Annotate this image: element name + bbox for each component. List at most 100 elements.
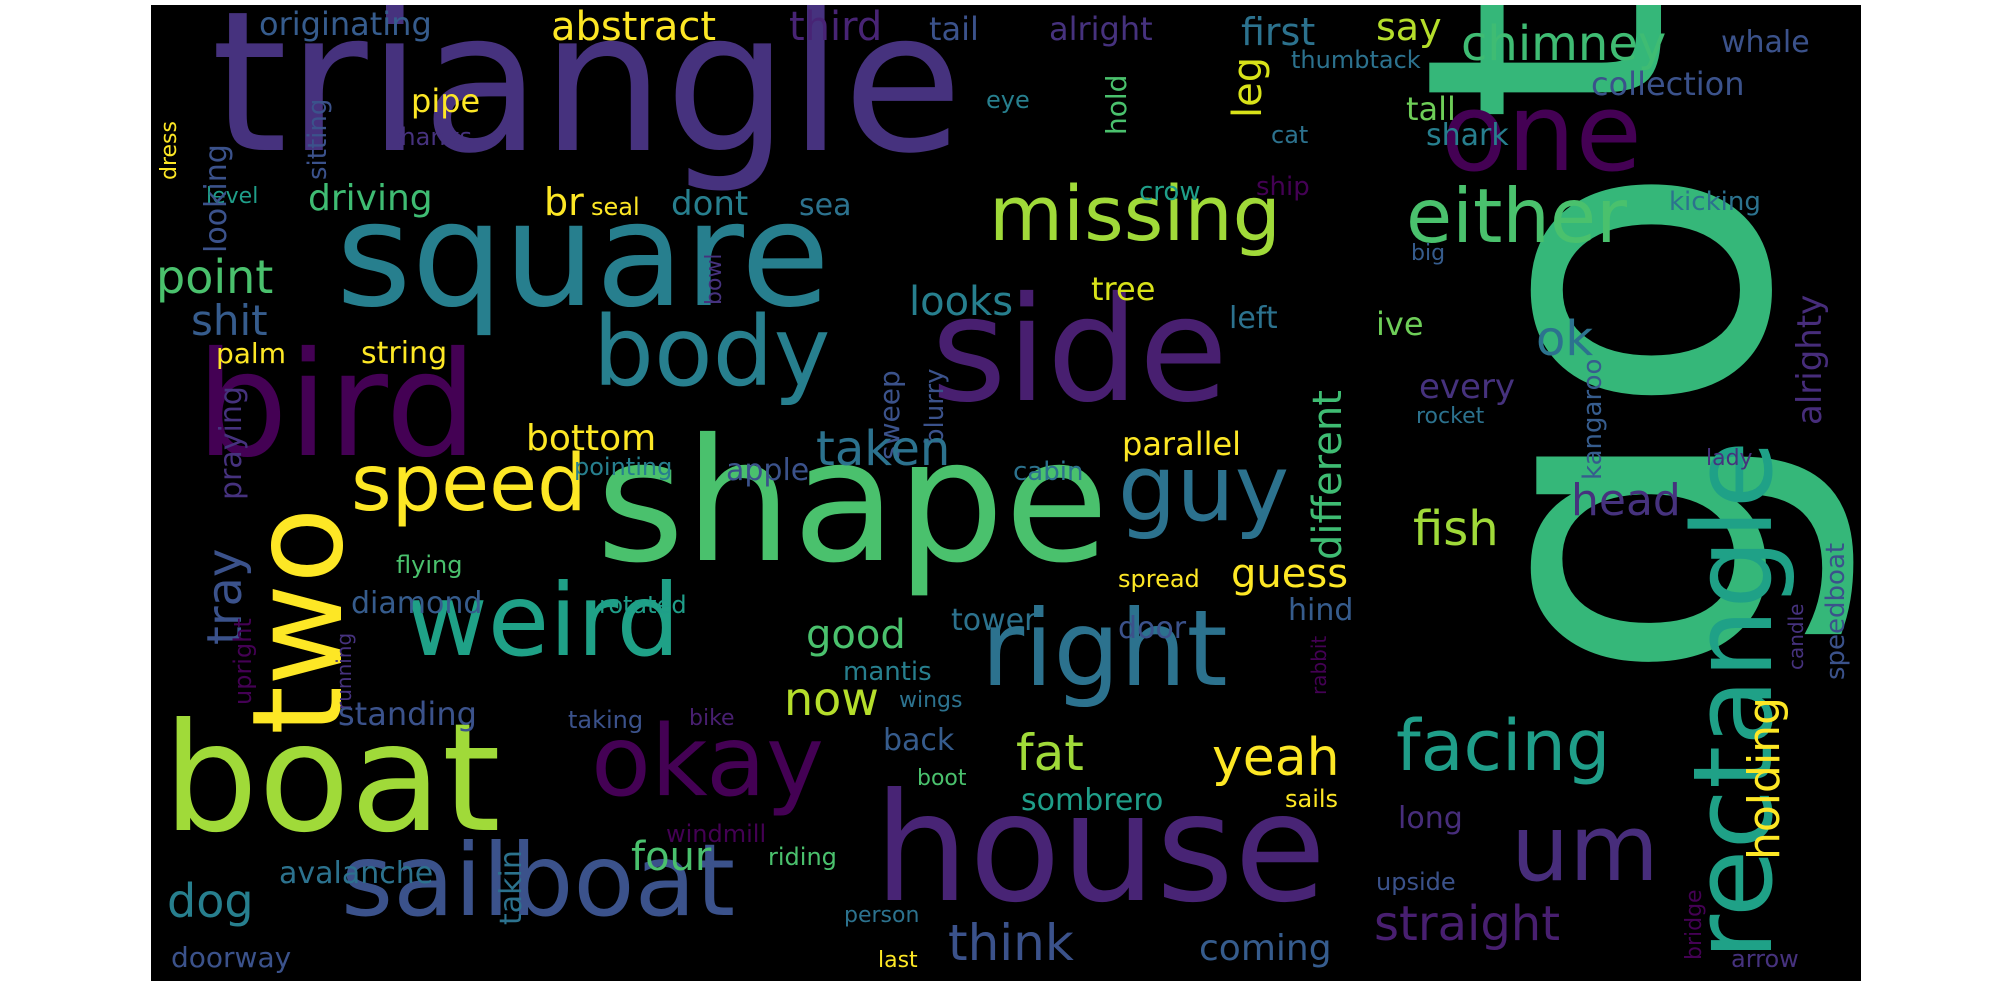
word-bird: bird (196, 321, 477, 490)
word-think: think (948, 914, 1074, 972)
word-hind: hind (1288, 593, 1353, 628)
word-now: now (784, 672, 879, 726)
word-ok: ok (1536, 311, 1593, 367)
word-tower: tower (951, 603, 1037, 638)
word-dress: dress (157, 121, 182, 180)
word-shark: shark (1426, 118, 1509, 153)
word-tall: tall (1406, 90, 1456, 128)
word-originating: originating (259, 5, 432, 43)
word-back: back (883, 723, 955, 758)
word-to: to (1355, 5, 1739, 123)
word-driving: driving (308, 178, 433, 219)
word-cat: cat (1271, 121, 1308, 149)
word-kangaroo: kangaroo (1578, 359, 1608, 480)
word-standing: standing (338, 695, 477, 733)
word-kicking: kicking (1669, 187, 1761, 217)
word-boat: boat (163, 692, 501, 866)
word-rabbit: rabbit (1307, 636, 1331, 695)
word-guess: guess (1231, 551, 1348, 597)
word-bridge: bridge (1682, 889, 1707, 960)
word-sails: sails (1285, 785, 1338, 813)
word-either: either (1406, 172, 1627, 260)
word-hold: hold (1100, 75, 1133, 135)
word-praying: praying (214, 386, 249, 500)
word-long: long (1398, 801, 1463, 836)
word-seal: seal (591, 193, 640, 221)
word-looks: looks (909, 279, 1013, 325)
word-whale: whale (1721, 25, 1810, 60)
word-chimney: chimney (1461, 16, 1666, 72)
word-say: say (1376, 5, 1442, 49)
word-head: head (1571, 475, 1681, 526)
word-alright: alright (1049, 10, 1153, 48)
word-sombrero: sombrero (1021, 783, 1163, 818)
word-um: um (1511, 795, 1659, 902)
word-two: two (226, 507, 371, 735)
word-house: house (874, 762, 1326, 936)
word-palm: palm (216, 337, 286, 370)
word-br: br (544, 180, 584, 224)
word-every: every (1419, 367, 1515, 407)
word-speed: speed (351, 439, 587, 529)
word-arrow: arrow (1731, 945, 1799, 973)
word-doorway: doorway (171, 941, 291, 974)
word-leg: leg (1225, 57, 1271, 118)
word-candle: candle (1784, 604, 1808, 670)
word-string: string (361, 336, 447, 371)
word-shape: shape (596, 403, 1109, 601)
word-collection: collection (1591, 65, 1745, 103)
word-avalanche: avalanche (279, 856, 433, 891)
word-pointing: pointing (574, 453, 672, 481)
word-okay: okay (591, 705, 824, 819)
word-sailboat: sailboat (341, 822, 735, 939)
word-rocket: rocket (1416, 404, 1485, 429)
word-diamond: diamond (351, 586, 482, 621)
word-running: running (332, 633, 356, 710)
word-rotated: rotated (599, 591, 687, 619)
word-point: point (156, 250, 273, 304)
word-facing: facing (1396, 705, 1610, 787)
word-dont: dont (671, 184, 748, 224)
word-thanks: thanks (391, 123, 472, 151)
word-side: side (931, 266, 1228, 435)
word-eye: eye (986, 86, 1030, 114)
word-tray: tray (197, 549, 253, 645)
word-four: four (631, 834, 712, 880)
word-abstract: abstract (551, 5, 716, 50)
word-yeah: yeah (1212, 728, 1340, 788)
word-mantis: mantis (843, 657, 932, 687)
word-parallel: parallel (1122, 425, 1241, 463)
word-ive: ive (1376, 305, 1424, 343)
word-different: different (1305, 390, 1351, 560)
word-dog: dog (167, 874, 254, 928)
word-cabin: cabin (1013, 457, 1083, 487)
word-left: left (1229, 301, 1278, 336)
word-takin: takin (494, 850, 529, 925)
word-taken: taken (816, 421, 950, 477)
word-crow: crow (1139, 177, 1201, 207)
word-weird: weird (406, 562, 680, 679)
word-windmill: windmill (666, 820, 766, 848)
word-guy: guy (1118, 435, 1289, 542)
word-one: one (1441, 71, 1642, 196)
word-riding: riding (768, 843, 837, 871)
word-bottom: bottom (526, 418, 656, 459)
word-door: door (1118, 611, 1187, 646)
word-person: person (844, 903, 919, 928)
word-good: good (806, 612, 906, 658)
word-alrighty: alrighty (1790, 295, 1830, 425)
word-lady: lady (1706, 446, 1753, 471)
word-boot: boot (917, 766, 967, 791)
word-missing: missing (989, 169, 1281, 258)
word-right: right (981, 588, 1228, 710)
word-looking: looking (199, 144, 234, 253)
word-flying: flying (396, 551, 462, 579)
word-go: go (1377, 161, 1861, 685)
word-sweep: sweep (873, 370, 906, 460)
word-spread: spread (1118, 565, 1200, 593)
word-bowl: bowl (702, 253, 727, 305)
word-level: level (206, 184, 258, 209)
word-straight: straight (1374, 896, 1560, 952)
word-sea: sea (799, 188, 851, 223)
